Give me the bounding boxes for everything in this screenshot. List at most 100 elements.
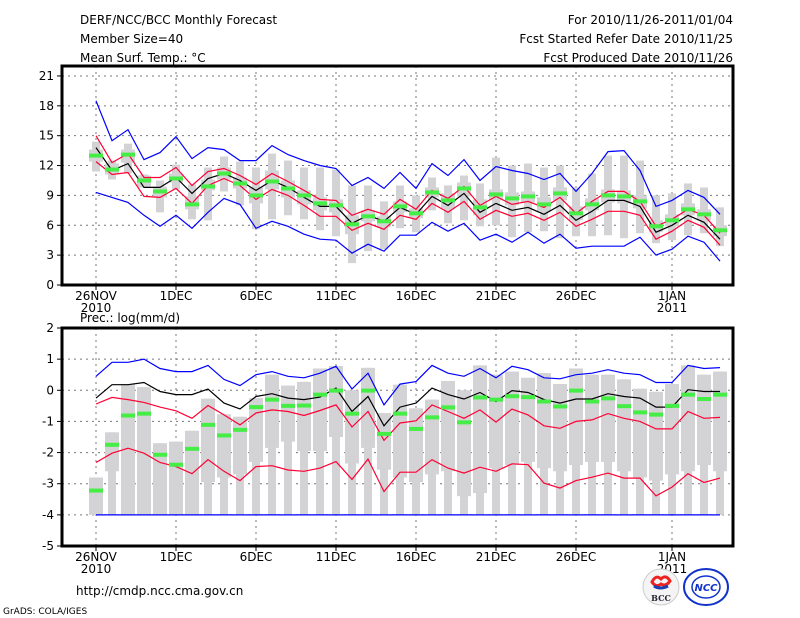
member-marker — [329, 388, 343, 393]
member-box — [105, 432, 119, 472]
x-tick-label: 26NOV — [75, 550, 117, 564]
member-box — [521, 377, 535, 462]
y-tick-label: -1 — [42, 414, 54, 428]
member-box — [681, 365, 695, 472]
member-marker — [537, 399, 551, 404]
y-tick-label: 3 — [46, 248, 54, 262]
member-box — [537, 373, 551, 469]
precip-label: Prec.: log(mm/d) — [80, 311, 180, 325]
member-marker — [425, 190, 439, 195]
member-marker — [713, 392, 727, 397]
member-marker — [169, 176, 183, 181]
member-marker — [617, 404, 631, 409]
y-tick-label: 21 — [39, 69, 54, 83]
member-box — [713, 371, 727, 472]
website-url[interactable]: http://cmdp.ncc.cma.gov.cn — [76, 584, 243, 598]
x-tick-label: 26NOV — [75, 289, 117, 303]
member-box — [137, 387, 151, 515]
x-tick-label: 16DEC — [396, 550, 436, 564]
y-tick-label: -3 — [42, 477, 54, 491]
member-marker — [137, 178, 151, 183]
member-marker — [297, 193, 311, 198]
member-range-bar — [556, 165, 564, 239]
member-marker — [217, 171, 231, 176]
member-marker — [169, 462, 183, 467]
x-tick-label: 21DEC — [476, 289, 516, 303]
member-marker — [521, 395, 535, 400]
forecast-period: For 2010/11/26-2011/01/04 — [568, 13, 733, 27]
member-range-bar — [332, 365, 340, 515]
series-line-min — [95, 191, 721, 262]
member-marker — [217, 433, 231, 438]
member-marker — [441, 198, 455, 203]
member-range-bar — [460, 175, 468, 221]
series-line-mean — [95, 381, 720, 427]
member-marker — [713, 228, 727, 233]
member-box — [169, 441, 183, 515]
x-tick-label: 11DEC — [316, 289, 356, 303]
member-marker — [569, 388, 583, 393]
produced-date: Fcst Produced Date 2010/11/26 — [543, 51, 733, 65]
member-box — [281, 385, 295, 442]
member-marker — [249, 405, 263, 410]
series-line-upper — [95, 135, 721, 234]
series-line-max — [95, 100, 721, 215]
y-tick-label: -4 — [42, 508, 54, 522]
member-marker — [537, 202, 551, 207]
plot-frame — [60, 64, 735, 287]
ncc-logo-text: NCC — [694, 583, 718, 594]
member-box — [505, 371, 519, 466]
series-line-lower — [95, 447, 721, 497]
member-marker — [569, 211, 583, 216]
member-marker — [665, 403, 679, 408]
grads-credit: GrADS: COLA/IGES — [3, 607, 87, 617]
ncc-logo: NCC — [683, 568, 729, 606]
member-box — [649, 391, 663, 481]
member-marker — [361, 214, 375, 219]
y-tick-label: 18 — [39, 99, 54, 113]
member-box — [265, 374, 279, 448]
series-line-max — [95, 358, 721, 407]
member-marker — [409, 426, 423, 431]
member-marker — [121, 413, 135, 418]
member-marker — [601, 193, 615, 198]
x-tick-year-label: 2011 — [657, 301, 688, 315]
member-marker — [585, 202, 599, 207]
plot-frame — [60, 326, 735, 548]
member-box — [585, 374, 599, 462]
member-marker — [409, 211, 423, 216]
y-tick-label: 6 — [46, 218, 54, 232]
x-tick-label: 6DEC — [240, 550, 273, 564]
member-marker — [89, 153, 103, 158]
member-marker — [489, 192, 503, 197]
member-marker — [89, 488, 103, 493]
series-line-upper — [95, 396, 721, 442]
member-marker — [585, 399, 599, 404]
y-tick-label: -5 — [42, 539, 54, 553]
member-marker — [345, 411, 359, 416]
member-box — [441, 380, 455, 472]
member-box — [617, 379, 631, 472]
member-marker — [313, 201, 327, 206]
x-tick-label: 1DEC — [160, 289, 193, 303]
member-marker — [345, 222, 359, 227]
member-marker — [185, 446, 199, 451]
member-box — [409, 408, 423, 483]
bcc-logo-text: BCC — [651, 593, 671, 603]
bcc-logo: BCC — [642, 568, 680, 606]
member-marker — [265, 179, 279, 184]
y-tick-label: 0 — [46, 278, 54, 292]
member-marker — [633, 410, 647, 415]
x-tick-label: 11DEC — [316, 550, 356, 564]
member-marker — [697, 397, 711, 402]
member-marker — [553, 404, 567, 409]
member-marker — [633, 199, 647, 204]
y-tick-label: 1 — [46, 352, 54, 366]
x-tick-label: 26DEC — [556, 550, 596, 564]
member-box — [457, 390, 471, 497]
member-box — [185, 430, 199, 515]
member-marker — [137, 411, 151, 416]
